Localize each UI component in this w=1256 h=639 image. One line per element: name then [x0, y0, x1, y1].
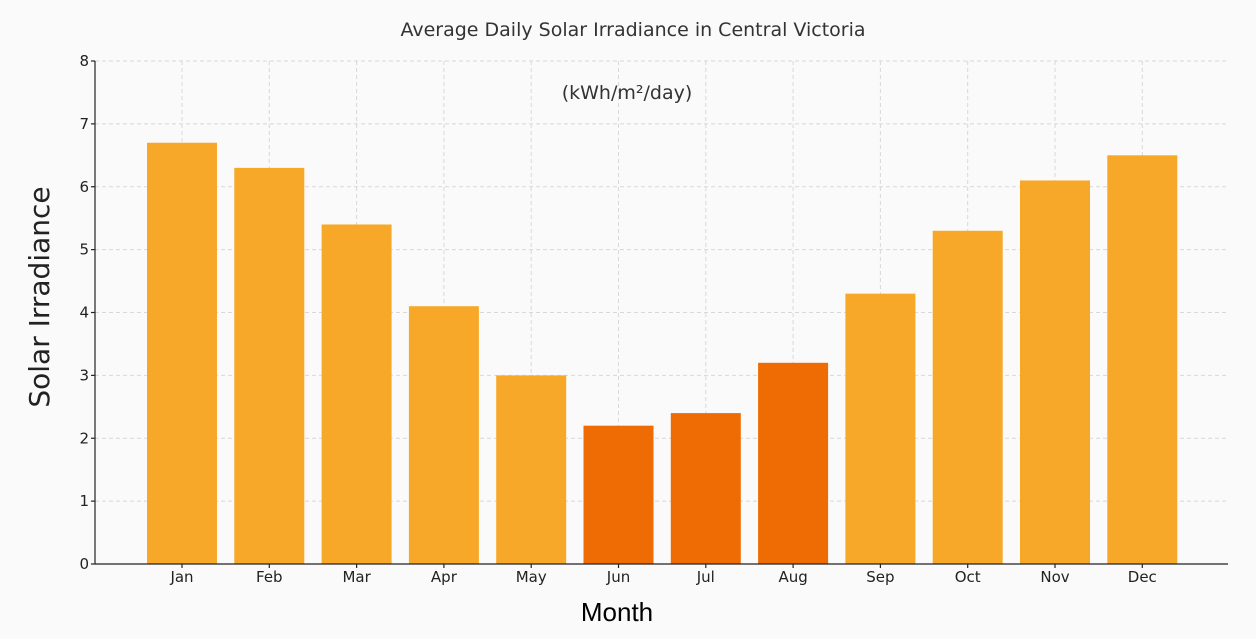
- x-axis-label: Month: [581, 597, 653, 627]
- y-tick-label: 6: [79, 178, 89, 196]
- y-tick-label: 4: [79, 304, 89, 322]
- bar-may: [496, 375, 567, 564]
- x-tick-labels: Jan Feb Mar Apr May Jun Jul Aug Sep Oct Nov Dec: [169, 564, 1157, 586]
- bar-oct: [932, 230, 1003, 564]
- y-tick-label: 3: [79, 366, 89, 384]
- x-tick-label: Nov: [1040, 568, 1069, 586]
- x-tick-label: Jul: [696, 568, 715, 586]
- x-tick-label: Apr: [431, 568, 458, 586]
- bar-jun: [583, 425, 654, 564]
- x-tick-label: May: [516, 568, 547, 586]
- y-tick-label: 7: [79, 115, 89, 133]
- bar-dec: [1107, 155, 1178, 564]
- bar-nov: [1020, 180, 1090, 564]
- y-tick-labels: 0 1 2 3 4 5 6 7 8: [79, 52, 95, 573]
- x-tick-label: Oct: [955, 568, 981, 586]
- y-tick-label: 1: [79, 492, 89, 510]
- y-tick-label: 0: [79, 555, 89, 573]
- bar-series: [147, 142, 1178, 565]
- bar-mar: [321, 224, 392, 564]
- bar-sep: [845, 293, 916, 564]
- x-tick-label: Jan: [169, 568, 193, 586]
- y-tick-label: 8: [79, 52, 89, 70]
- bar-aug: [758, 362, 829, 564]
- bar-jan: [147, 142, 217, 565]
- bar-apr: [408, 306, 479, 564]
- x-tick-label: Aug: [778, 568, 807, 586]
- x-tick-label: Sep: [866, 568, 894, 586]
- bar-jul: [670, 413, 741, 564]
- x-tick-label: Feb: [256, 568, 283, 586]
- chart-title: Average Daily Solar Irradiance in Centra…: [400, 19, 865, 41]
- chart-subtitle: (kWh/m²/day): [562, 82, 693, 104]
- y-tick-label: 5: [79, 241, 89, 259]
- bar-feb: [234, 167, 305, 564]
- x-tick-label: Dec: [1128, 568, 1157, 586]
- x-tick-label: Mar: [342, 568, 371, 586]
- y-axis-label: Solar Irradiance: [23, 186, 56, 407]
- x-tick-label: Jun: [606, 568, 630, 586]
- y-tick-label: 2: [79, 429, 89, 447]
